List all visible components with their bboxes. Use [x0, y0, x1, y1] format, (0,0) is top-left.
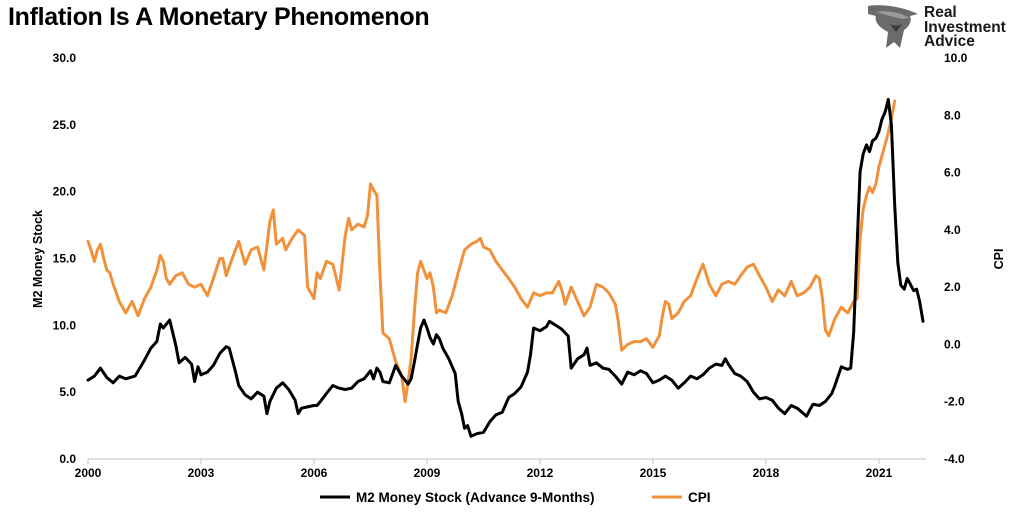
x-tick-label: 2018 [753, 466, 780, 480]
y-right-tick-label: -2.0 [944, 395, 965, 409]
cpi-line [86, 99, 897, 404]
m2-line [86, 97, 925, 438]
y-right-tick-label: 4.0 [944, 223, 961, 237]
chart-series [86, 97, 925, 438]
y-right-tick-label: 8.0 [944, 108, 961, 122]
chart-axes [87, 458, 926, 464]
x-tick-label: 2015 [640, 466, 667, 480]
x-tick-label: 2012 [527, 466, 554, 480]
y-left-axis-title: M2 Money Stock [31, 210, 45, 308]
brand-name-line-2: Investment [924, 18, 1006, 36]
x-tick-label: 2009 [414, 466, 441, 480]
legend-label-cpi: CPI [688, 490, 711, 505]
y-right-tick-label: 0.0 [944, 337, 961, 351]
brand-name-line-3: Advice [924, 33, 975, 50]
eagle-logo-icon [868, 5, 918, 48]
y-left-tick-label: 0.0 [59, 452, 76, 466]
y-right-tick-label: 6.0 [944, 166, 961, 180]
brand-logo: Real Investment Advice [866, 2, 1022, 54]
y-right-tick-label: 2.0 [944, 280, 961, 294]
y-left-tick-label: 30.0 [53, 51, 77, 65]
legend-label-m2: M2 Money Stock (Advance 9-Months) [356, 490, 595, 505]
y-right-axis-title: CPI [992, 249, 1006, 270]
y-left-tick-label: 20.0 [53, 185, 77, 199]
x-tick-label: 2000 [75, 466, 102, 480]
legend: M2 Money Stock (Advance 9-Months) CPI [320, 490, 711, 505]
brand-name-line-1: Real [924, 4, 957, 21]
x-tick-label: 2021 [866, 466, 893, 480]
y-left-tick-label: 10.0 [53, 318, 77, 332]
y-right-tick-label: 10.0 [944, 51, 968, 65]
y-left-tick-label: 25.0 [53, 118, 77, 132]
x-tick-label: 2006 [301, 466, 328, 480]
y-right-tick-label: -4.0 [944, 452, 965, 466]
chart-ticks: 2000 2003 2006 2009 2012 2015 2018 2021 0.0 5.0 10… [53, 51, 968, 480]
y-left-tick-label: 5.0 [59, 385, 76, 399]
y-left-tick-label: 15.0 [53, 252, 77, 266]
chart-title: Inflation Is A Monetary Phenomenon [8, 3, 430, 31]
x-tick-label: 2003 [188, 466, 215, 480]
